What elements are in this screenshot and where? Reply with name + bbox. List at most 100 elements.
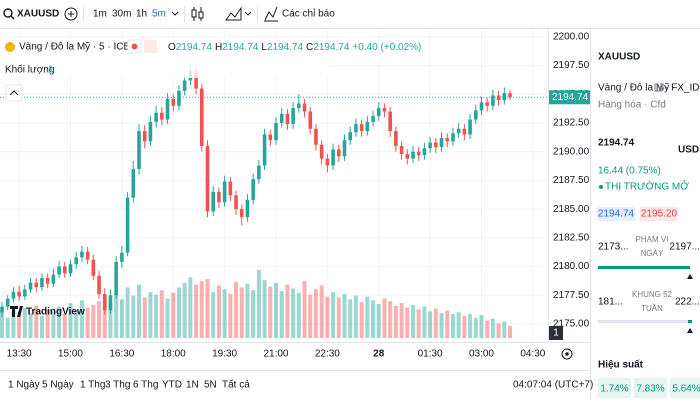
candle-body — [319, 144, 324, 159]
candle-body — [80, 251, 84, 258]
candle-body — [434, 142, 438, 148]
candle-body — [285, 113, 290, 125]
volume-bar — [11, 310, 16, 338]
range-button[interactable]: 6 Thg — [133, 380, 158, 391]
volume-bar — [439, 313, 444, 338]
candle-body — [234, 195, 238, 210]
indicators-button[interactable]: Các chỉ báo — [282, 8, 335, 20]
chart-type-icon[interactable] — [191, 7, 204, 21]
candle-body — [154, 112, 158, 122]
y-tick-label: 2182.50 — [553, 232, 590, 243]
candle-body — [399, 145, 404, 154]
interval[interactable]: 30m — [112, 9, 131, 20]
volume-bar — [342, 293, 347, 338]
symbol[interactable]: XAUUSD — [17, 9, 59, 20]
interval[interactable]: 1m — [93, 9, 107, 20]
volume-bar — [319, 285, 324, 338]
volume-bar — [450, 314, 455, 338]
candle-body — [376, 108, 381, 117]
y-tick-label: 2177.50 — [553, 290, 590, 301]
panel-currency: USD — [678, 145, 699, 156]
volume-bar — [490, 318, 495, 338]
volume-bar — [331, 292, 336, 338]
volume-tag — [549, 326, 563, 340]
interval-active[interactable]: 5m — [152, 9, 166, 20]
ohlc-key: L — [261, 42, 267, 53]
volume-bar — [97, 301, 102, 338]
last-price-tag — [549, 90, 590, 105]
candle-body — [354, 124, 358, 133]
range-button[interactable]: 1 Ngày — [8, 380, 40, 391]
performance-box — [670, 378, 700, 398]
candle-body — [428, 142, 432, 149]
legend-button[interactable] — [144, 40, 157, 53]
candle-body — [205, 145, 210, 212]
external-link-icon[interactable] — [654, 83, 664, 92]
candle-body — [314, 128, 318, 145]
candle-body — [177, 90, 181, 106]
volume-title: Khối lượng — [5, 64, 54, 76]
candle-body — [251, 179, 255, 200]
watermark-text: TradingView — [26, 307, 85, 318]
volume-bar — [382, 298, 387, 338]
candle-body — [468, 119, 472, 135]
candle-body — [388, 111, 392, 132]
legend-button-icon — [131, 43, 138, 50]
volume-bar — [262, 280, 267, 338]
settings-button[interactable] — [561, 348, 573, 360]
volume-bar — [108, 303, 113, 338]
range-button[interactable]: 1 Thg — [80, 380, 105, 391]
range-button[interactable]: Tất cả — [222, 379, 250, 391]
candle-body — [508, 93, 512, 98]
candle-body — [131, 168, 136, 198]
volume-bar — [17, 315, 22, 338]
range-button[interactable]: 1N — [186, 380, 199, 391]
volume-bar — [171, 292, 176, 338]
week52-high: 222... — [675, 297, 700, 308]
x-tick-label: 21:00 — [263, 349, 288, 360]
volume-bar — [302, 280, 307, 338]
candle-body — [148, 121, 153, 142]
volume-bar — [51, 311, 56, 338]
volume-bar — [28, 313, 33, 338]
candle-body — [23, 289, 27, 297]
candle-body — [308, 111, 313, 129]
range-button[interactable]: 3 Thg — [105, 380, 130, 391]
interval-menu[interactable] — [171, 11, 179, 16]
volume-bar — [245, 283, 250, 338]
legend-backdrop — [0, 38, 330, 78]
volume-bar — [148, 292, 153, 338]
x-tick-label: 01:30 — [418, 349, 443, 360]
compare-icon[interactable] — [225, 6, 252, 21]
x-tick-label: 28 — [373, 349, 385, 360]
performance-value: 1.74% — [600, 384, 628, 395]
performance-value: 7.83% — [636, 384, 664, 395]
week52-label: KHUNG 52 — [632, 290, 673, 299]
volume-bar — [102, 296, 107, 338]
candle-body — [274, 123, 278, 141]
candle-body — [445, 137, 450, 142]
candle-body — [451, 133, 455, 142]
week52-fill — [688, 320, 692, 323]
range-button[interactable]: 5 Ngày — [42, 380, 74, 391]
indicators-icon[interactable] — [264, 6, 278, 22]
candle-body — [348, 132, 353, 141]
range-button[interactable]: YTD — [162, 380, 182, 391]
interval[interactable]: 1h — [136, 9, 147, 20]
collapse-button[interactable] — [5, 84, 23, 102]
panel-name[interactable]: Vàng / Đô la Mỹ — [598, 83, 669, 94]
candle-body — [502, 93, 507, 101]
candle-body — [462, 128, 467, 135]
add-symbol[interactable] — [64, 7, 78, 21]
candle-body — [102, 294, 107, 311]
range-buttons: 1 Ngày 5 Ngày 1 Thg 3 Thg 6 Thg YTD 1N 5N Tất cả — [8, 379, 250, 391]
y-tick-label: 2175.00 — [553, 319, 590, 330]
ask: 2195.20 — [641, 209, 678, 220]
volume-bar — [119, 299, 124, 338]
volume-bar — [39, 315, 44, 338]
range-button[interactable]: 5N — [204, 380, 217, 391]
candle-body — [34, 282, 39, 288]
bid: 2194.74 — [598, 209, 635, 220]
search-icon[interactable] — [3, 8, 15, 20]
